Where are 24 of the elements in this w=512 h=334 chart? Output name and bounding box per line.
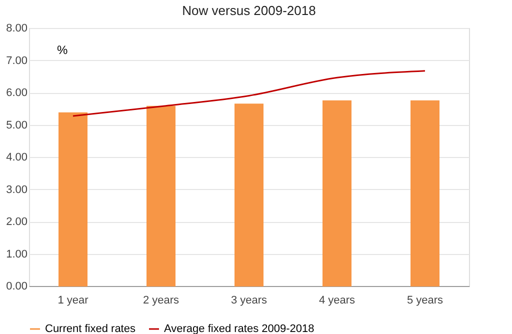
y-tick-label: 8.00 [6, 22, 28, 34]
bar [410, 100, 440, 286]
x-tick-label: 4 years [318, 294, 356, 306]
y-tick-label: 3.00 [6, 184, 28, 196]
x-tick-label: 3 years [230, 294, 268, 306]
bar [322, 100, 352, 286]
line-series [72, 70, 426, 117]
y-tick-label: 6.00 [6, 87, 28, 99]
legend-label: Current fixed rates [45, 323, 136, 334]
y-tick-label: 2.00 [6, 216, 28, 228]
x-tick-label: 1 year [58, 294, 89, 306]
bar [146, 106, 176, 286]
y-tick-label: 7.00 [6, 54, 28, 67]
x-tick-label: 2 years [142, 294, 180, 306]
annotation: % [57, 43, 68, 57]
y-tick-label: 5.00 [6, 119, 28, 132]
legend-label: Average fixed rates 2009-2018 [164, 323, 314, 334]
bar [234, 104, 264, 286]
y-tick-label: 1.00 [6, 248, 28, 260]
bar [58, 112, 88, 286]
y-tick-label: 0.00 [6, 280, 28, 292]
chart-title: Now versus 2009-2018 [182, 3, 316, 18]
y-tick-label: 4.00 [6, 152, 28, 164]
x-tick-label: 5 years [406, 294, 444, 306]
